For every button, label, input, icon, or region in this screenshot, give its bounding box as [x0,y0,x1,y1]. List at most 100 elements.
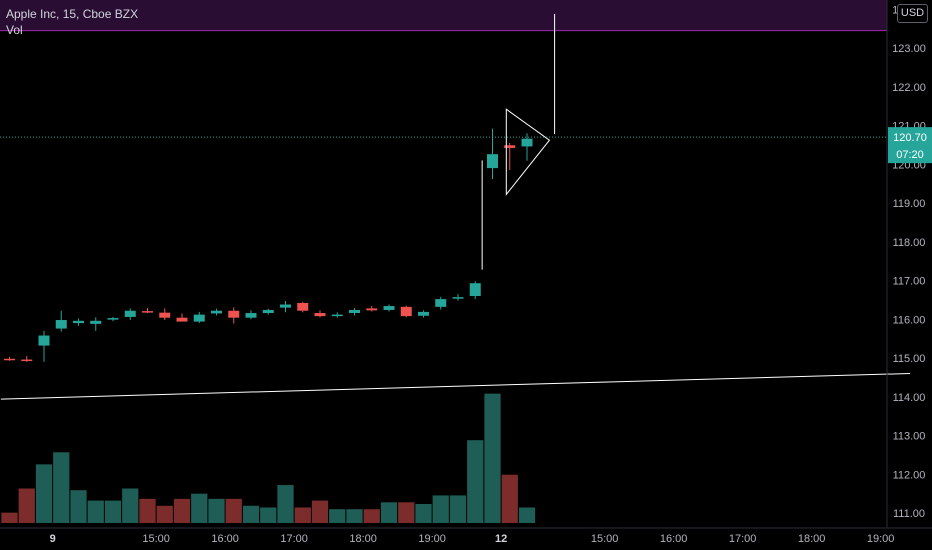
chart-legend: Apple Inc, 15, Cboe BZX Vol [6,6,138,38]
volume-bar [225,498,242,523]
volume-bar [35,464,53,523]
price-tick-label: 118.00 [893,237,926,249]
volume-bar [363,509,380,523]
volume-bar [191,493,208,523]
volume-bar [208,498,225,523]
candle-body [4,358,15,361]
candle-body [159,312,171,318]
price-tick-label: 115.00 [893,353,926,365]
volume-bar [380,502,398,523]
time-tick-label: 17:00 [729,533,757,545]
candle-body [366,308,378,311]
candle-body [262,309,274,314]
symbol-title[interactable]: Apple Inc, 15, Cboe BZX [6,7,139,21]
candle-body [349,309,360,314]
time-tick-label: 16:00 [660,533,688,545]
price-tick-label: 116.00 [893,314,926,326]
volume-bar [484,393,501,523]
volume-bar [518,507,536,523]
volume-bar [294,507,311,523]
candle-body [228,310,240,318]
volume-bar [432,495,449,523]
candle-body [297,302,309,311]
volume-bar [70,490,87,523]
candle-body [107,318,119,320]
drawings [0,13,910,400]
candles [4,128,533,362]
triangle-pattern [505,108,551,196]
volume-bar [139,498,156,523]
candle-body [435,299,447,307]
trend-line [0,373,910,400]
last-price-label: 120.70 07:20 [888,127,932,164]
price-tick-label: 119.00 [893,198,926,210]
volume-bar [242,505,260,523]
candle-body [400,306,412,317]
volume-bars [1,393,536,523]
price-tick-label: 113.00 [893,431,926,443]
candle-body [38,335,50,346]
volume-bar [311,500,329,523]
time-tick-label: 15:00 [591,533,619,545]
price-tick-label: 111.00 [893,508,925,520]
candle-body [487,154,498,169]
candle-body [331,314,343,317]
time-tick-label: 15:00 [142,533,170,545]
candle-body [193,314,205,322]
volume-bar [277,485,294,523]
price-tick-label: 114.00 [893,392,926,404]
volume-bar [18,488,35,523]
price-tick-label: 123.00 [892,43,926,55]
candle-body [21,359,33,362]
volume-bar [415,504,432,523]
volume-bar [260,507,277,523]
bar-countdown: 07:20 [896,149,924,161]
volume-bar [398,502,415,523]
volume-bar [53,452,70,523]
time-tick-label: 9 [50,533,56,545]
time-tick-label: 18:00 [798,533,826,545]
candle-body [383,306,395,310]
candle-body [245,313,257,318]
candle-body [469,283,481,296]
candle-body [73,320,84,324]
price-tick-label: 112.00 [893,469,926,481]
last-price-value: 120.70 [893,132,927,144]
candle-body [90,320,102,324]
resistance-zone-layer [0,0,887,32]
volume-bar [156,505,173,523]
candle-body [418,311,429,316]
candle-body [124,310,136,317]
volume-bar [1,512,18,523]
candle-body [504,145,516,148]
volume-bar [329,509,346,523]
time-tick-label: 19:00 [867,533,895,545]
time-axis[interactable]: 9 15:00 16:00 17:00 18:00 19:00 12 15:00 16:00 17… [0,527,932,545]
candle-body [211,310,222,314]
candle-body [55,320,67,329]
volume-bar [467,440,484,523]
time-tick-label: 18:00 [349,533,377,545]
candle-body [176,317,188,322]
volume-bar [122,488,139,523]
volume-indicator-label[interactable]: Vol [6,23,23,37]
time-tick-label: 12 [495,533,507,545]
time-tick-label: 16:00 [211,533,239,545]
candle-body [452,297,464,299]
volume-bar [104,500,122,523]
last-price-label-bg [888,127,932,164]
currency-button[interactable]: USD [897,4,928,23]
price-tick-label: 122.00 [892,82,926,94]
volume-bar [173,498,191,523]
time-tick-label: 17:00 [280,533,308,545]
volume-bar [346,509,363,523]
price-tick-label: 117.00 [893,276,926,288]
candle-body [142,311,153,313]
candle-body [521,138,533,147]
zone-fill [0,0,887,31]
candle-body [314,313,326,317]
candle-body [280,304,291,308]
time-tick-label: 19:00 [418,533,446,545]
volume-bar [449,495,467,523]
